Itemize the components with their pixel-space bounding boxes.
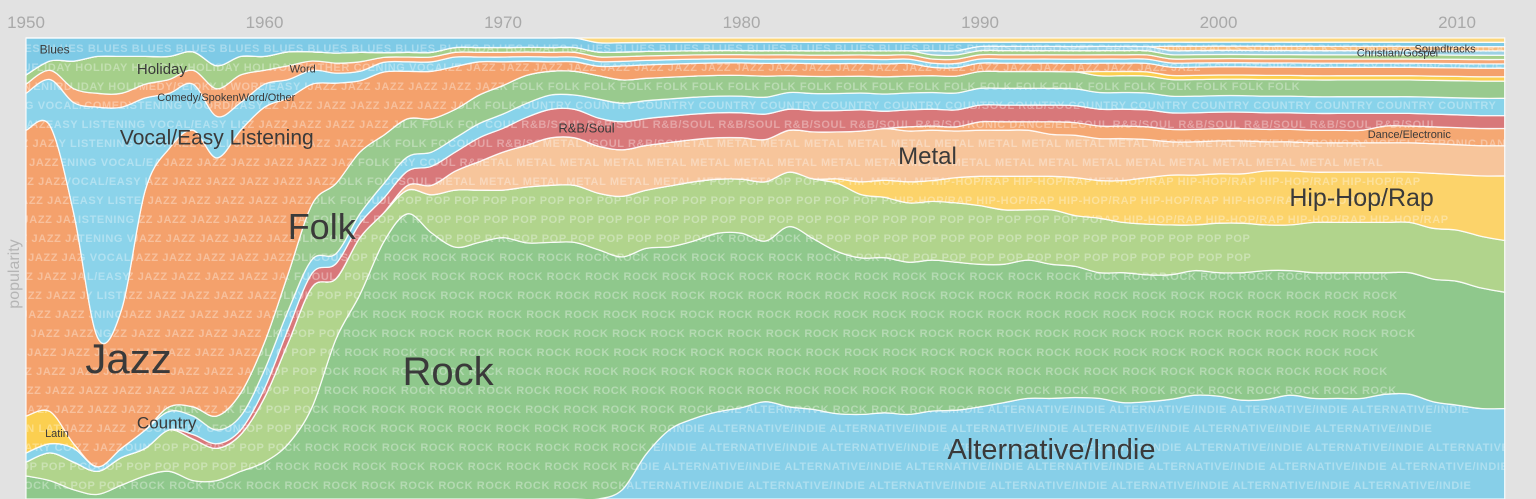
watermark-row: ROCK ROCK ROCK ROCK ROCK ROCK ROCK ROCK … [0,347,1379,359]
genre-label-latin: Latin [45,428,69,440]
y-axis-label: popularity [6,239,23,308]
genre-label-rock: Rock [403,350,495,394]
genre-label-alternative-indie: Alternative/Indie [948,434,1156,466]
x-tick-label: 1960 [246,13,284,32]
x-tick-label: 2010 [1438,13,1476,32]
area-reggae[interactable] [25,36,1506,44]
x-tick-label: 1990 [961,13,999,32]
watermark-row: ROCK ROCK ROCK ROCK ROCK ROCK ROCK ROCK … [0,385,1397,397]
x-tick-label: 1980 [723,13,761,32]
genre-label-blues: Blues [40,43,70,57]
genre-label-word: Word [290,63,316,75]
genre-label-r-b-soul: R&B/Soul [558,120,614,135]
genre-label-metal: Metal [898,143,957,170]
genre-label-christian-gospel: Christian/Gospel [1357,48,1438,60]
area-layers [25,36,1506,499]
genre-labels: Jazz Rock Folk Alternative/Indie Metal Hip-Ho… [40,43,1477,466]
watermark-row: HOLIDAY HOLIDAY HOLIDAY HOLIDAY HOLIDAY … [0,43,1400,55]
genre-label-vocal-easy-listening: Vocal/Easy Listening [120,127,314,150]
genre-label-comedy-spokenword-other: Comedy/SpokenWord/Other [157,92,295,104]
genre-label-jazz: Jazz [85,335,171,382]
x-axis: 1950 1960 1970 1980 1990 2000 2010 [7,13,1476,32]
watermark-row: ROCK ROCK ROCK ROCK ROCK ROCK ROCK ROCK … [0,328,1416,340]
genre-label-hip-hop-rap: Hip-Hop/Rap [1289,184,1434,212]
genre-label-dance-electronic: Dance/Electronic [1368,129,1452,141]
watermark-row: ROCK ROCK ROCK ROCK ROCK ROCK ROCK ROCK … [0,309,1407,321]
x-tick-label: 1970 [484,13,522,32]
genre-label-soundtracks: Soundtracks [1415,44,1477,56]
x-tick-label: 2000 [1200,13,1238,32]
x-tick-label: 1950 [7,13,45,32]
watermark-row: ROCK ROCK ROCK ROCK ROCK ROCK ROCK ROCK … [0,366,1388,378]
genre-label-country: Country [137,413,197,432]
genre-label-folk: Folk [288,206,357,247]
watermark-row: ROCK ROCK ROCK ROCK ROCK ROCK ROCK ROCK … [0,290,1398,302]
genre-label-holiday: Holiday [137,61,188,78]
watermark-labels: ALTERNATIVE/INDIE ALTERNATIVE/INDIE ALTE… [0,43,1505,492]
area-alternative-indie[interactable] [26,392,1506,499]
